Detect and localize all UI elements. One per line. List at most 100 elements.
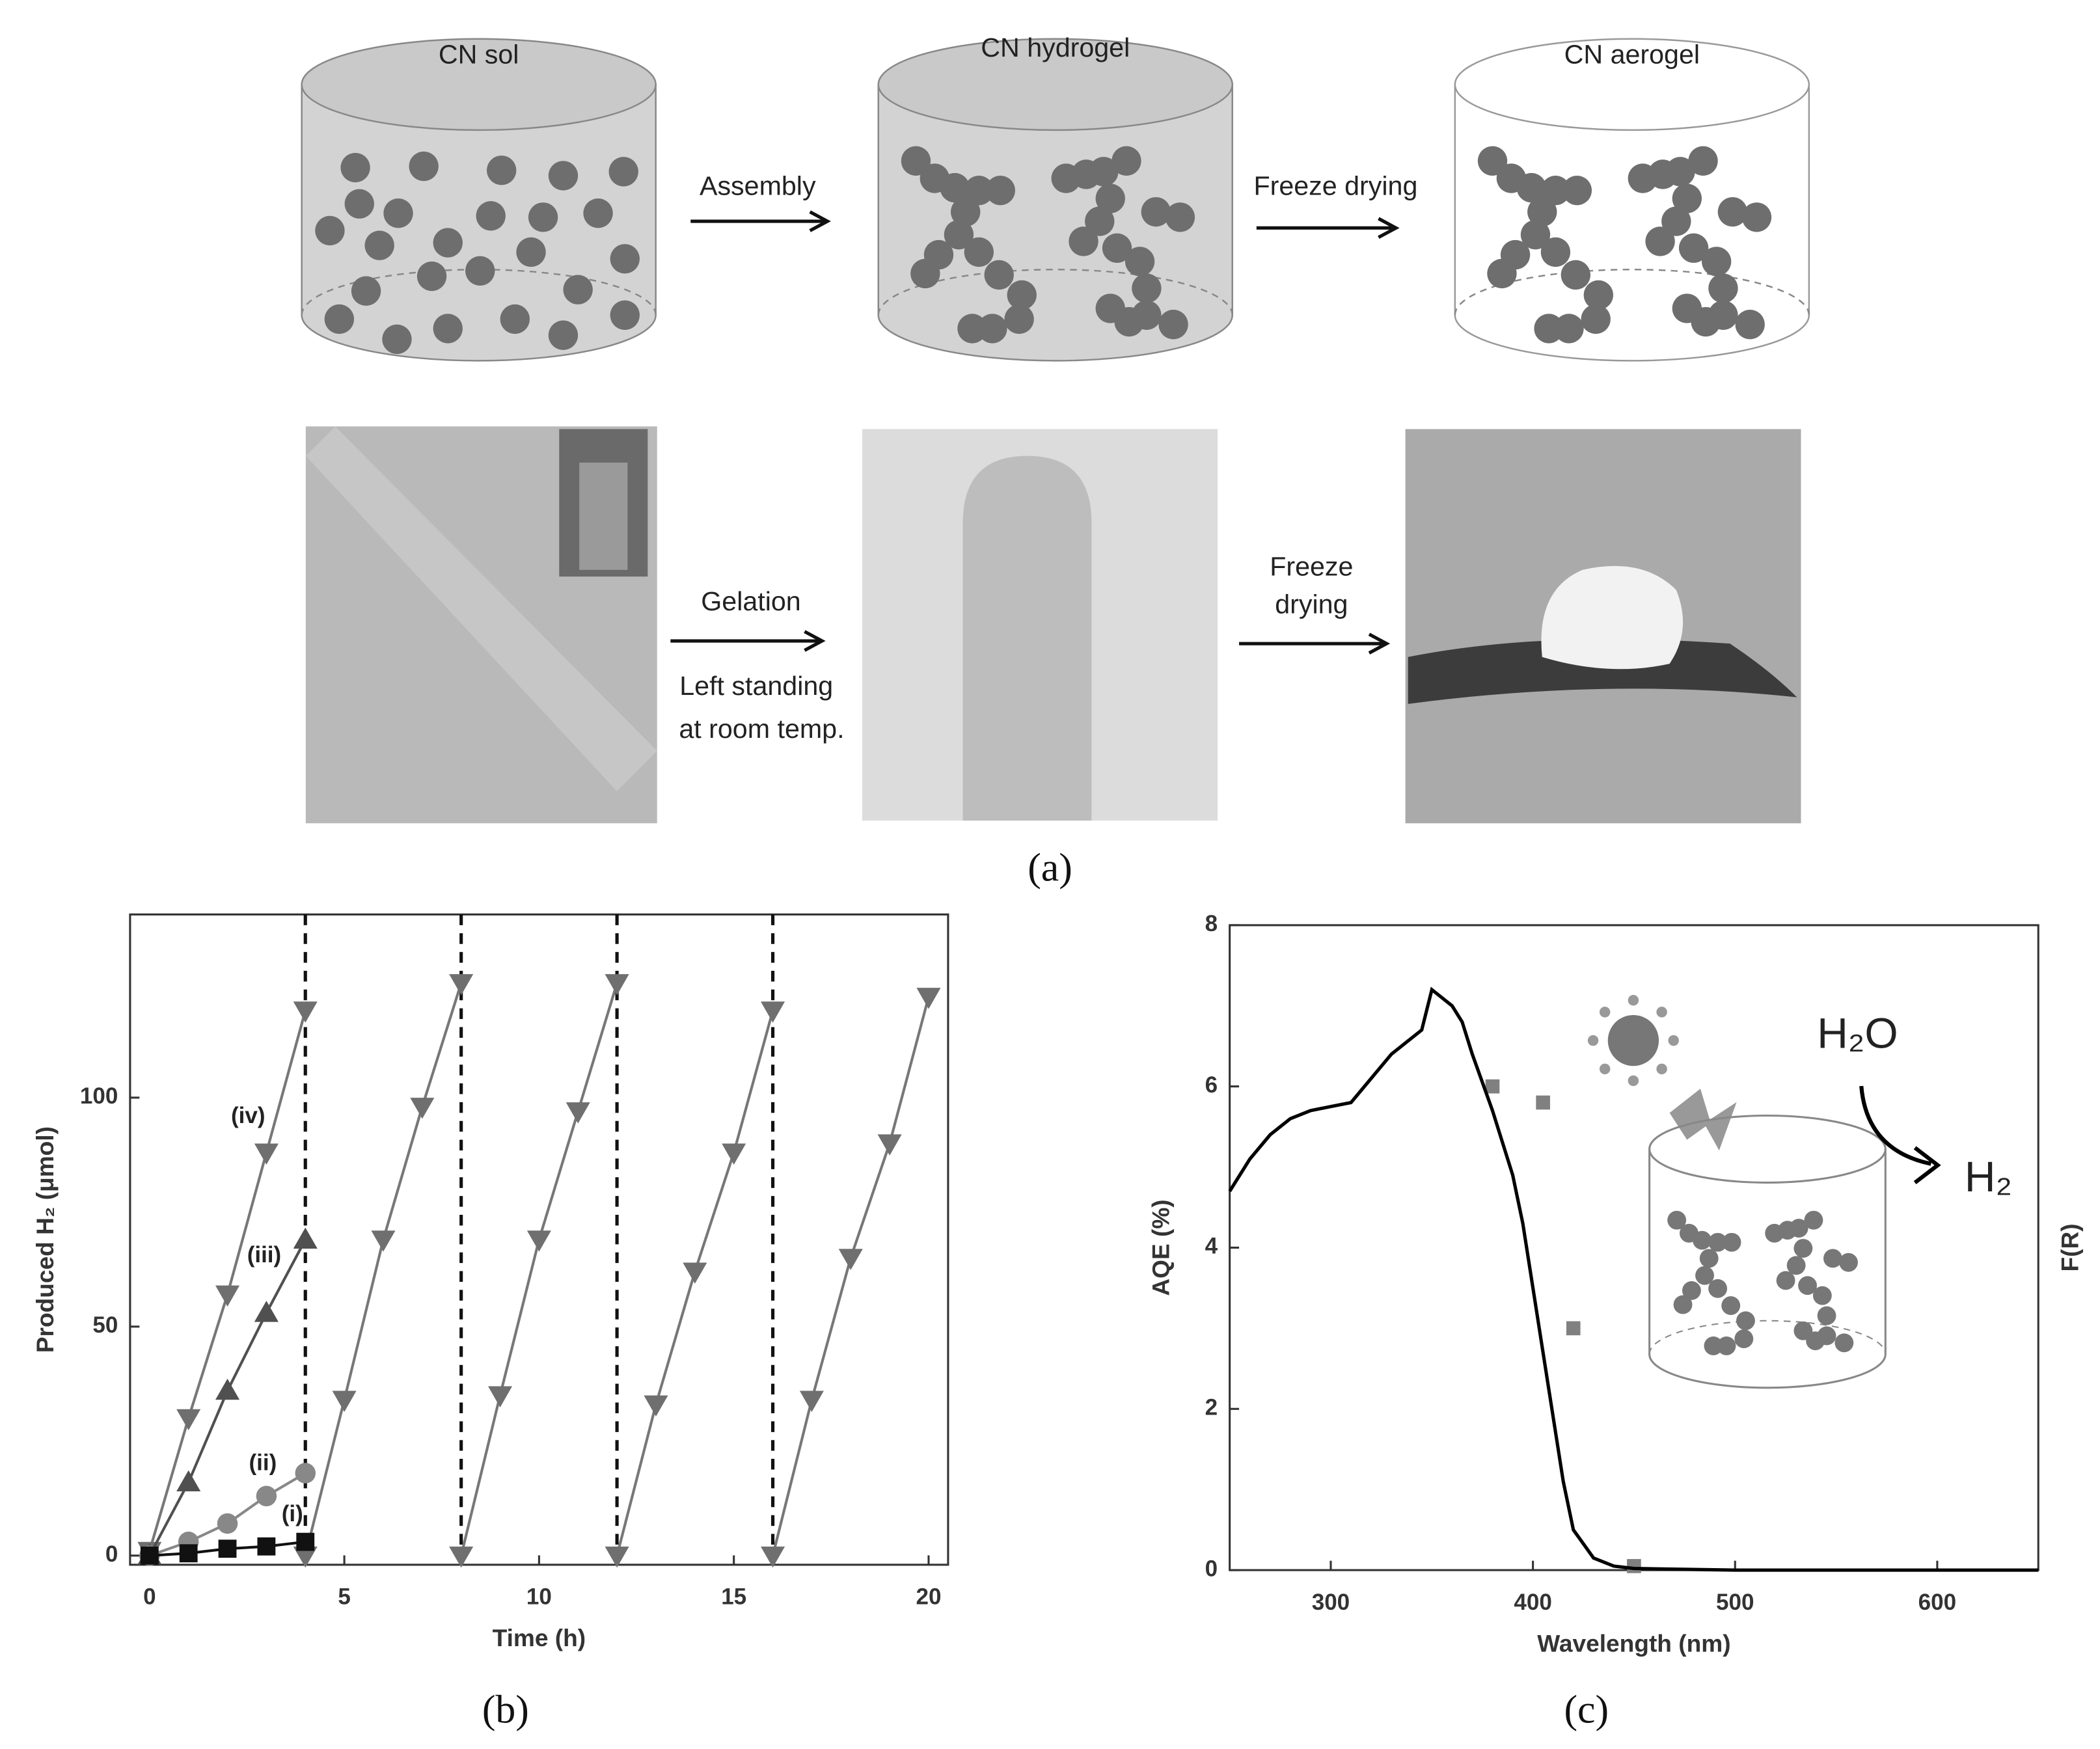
marker [257, 1537, 276, 1556]
particle [1516, 172, 1546, 203]
particle [516, 237, 546, 267]
particle [1102, 233, 1132, 263]
particle [1721, 1296, 1741, 1316]
particle [382, 324, 412, 355]
marker [877, 1134, 902, 1156]
y-tick-label: 4 [1205, 1234, 1218, 1259]
particle [416, 261, 447, 292]
inset-top [1648, 1114, 1887, 1184]
series-label: (iv) [231, 1103, 266, 1128]
marker [293, 1546, 318, 1568]
x-axis-label: Wavelength (nm) [1537, 1629, 1730, 1657]
particle [944, 219, 974, 250]
arrow-label: drying [1275, 589, 1348, 619]
particle [910, 258, 940, 289]
particle [1125, 247, 1155, 277]
particle [964, 237, 994, 267]
particle [1704, 1336, 1723, 1355]
marker [176, 1409, 201, 1431]
particle [610, 300, 640, 330]
marker [760, 1001, 785, 1023]
particle [957, 314, 987, 344]
particle [1540, 237, 1571, 267]
marker [916, 988, 941, 1009]
particle [500, 304, 530, 334]
x-tick-label: 15 [721, 1584, 746, 1610]
y-tick-label: 0 [1205, 1556, 1218, 1581]
arrow-label: Left standing [679, 671, 833, 701]
particle [465, 256, 495, 286]
panel-label: (a) [1028, 846, 1072, 890]
particle [1736, 1311, 1755, 1331]
marker [683, 1262, 707, 1284]
inset-base [1648, 1320, 1887, 1355]
x-tick-label: 0 [143, 1584, 156, 1610]
particle [324, 304, 355, 334]
arrow-label: Gelation [701, 586, 800, 616]
particle [1812, 1286, 1832, 1305]
panel-label: (c) [1564, 1688, 1609, 1732]
x-tick-label: 10 [526, 1584, 552, 1610]
particle [901, 146, 931, 176]
marker [1566, 1321, 1581, 1336]
marker [1536, 1095, 1550, 1110]
cylinder-label: CN hydrogel [981, 33, 1130, 62]
particle [1722, 1232, 1741, 1252]
cylinder-label: CN sol [439, 39, 519, 69]
arrow-label: Assembly [700, 170, 816, 200]
marker [605, 1546, 629, 1568]
particle [1682, 1281, 1701, 1300]
y-tick-label: 8 [1205, 911, 1218, 936]
arrow-label: at room temp. [679, 714, 844, 744]
particle [984, 260, 1014, 290]
vial [579, 462, 628, 570]
schematic [301, 38, 1810, 824]
particle [610, 244, 640, 274]
particle [583, 198, 613, 228]
marker [644, 1395, 668, 1417]
marker [838, 1249, 863, 1270]
particle [315, 215, 345, 246]
marker [176, 1470, 201, 1492]
particle [1741, 202, 1772, 232]
x-tick-label: 5 [338, 1584, 350, 1610]
marker [566, 1102, 590, 1124]
marker [215, 1285, 240, 1307]
y-tick-label: 100 [80, 1083, 118, 1109]
particle [383, 198, 413, 228]
sun-ray [1656, 1007, 1667, 1018]
cylinder-top [301, 38, 657, 131]
particle [433, 314, 463, 344]
particle [1708, 1232, 1728, 1252]
marker [256, 1485, 277, 1507]
panel-label: (b) [482, 1688, 529, 1732]
marker [449, 1546, 474, 1568]
marker [217, 1513, 238, 1534]
marker [140, 1546, 159, 1565]
particle [1527, 197, 1557, 227]
particle [1562, 175, 1592, 206]
marker [293, 1227, 318, 1249]
particle [985, 175, 1015, 206]
arrows [670, 210, 1400, 655]
particle [1701, 247, 1732, 277]
inset-label: H₂O [1817, 1009, 1898, 1057]
y-axis-label: AQE (%) [1147, 1199, 1174, 1295]
sun-ray [1668, 1035, 1679, 1046]
marker [1627, 1559, 1641, 1573]
particle [340, 152, 370, 183]
particle [1734, 1329, 1754, 1349]
particle [1111, 146, 1141, 176]
series-label: (iii) [247, 1242, 282, 1268]
particle [1717, 197, 1748, 227]
particle [1817, 1306, 1836, 1325]
particle [1673, 1295, 1693, 1314]
particle [1520, 219, 1551, 250]
particle [1534, 314, 1564, 344]
marker [526, 1230, 551, 1252]
particle [1691, 306, 1721, 337]
particle [964, 175, 994, 206]
particle [1678, 233, 1709, 263]
particle [608, 157, 638, 187]
